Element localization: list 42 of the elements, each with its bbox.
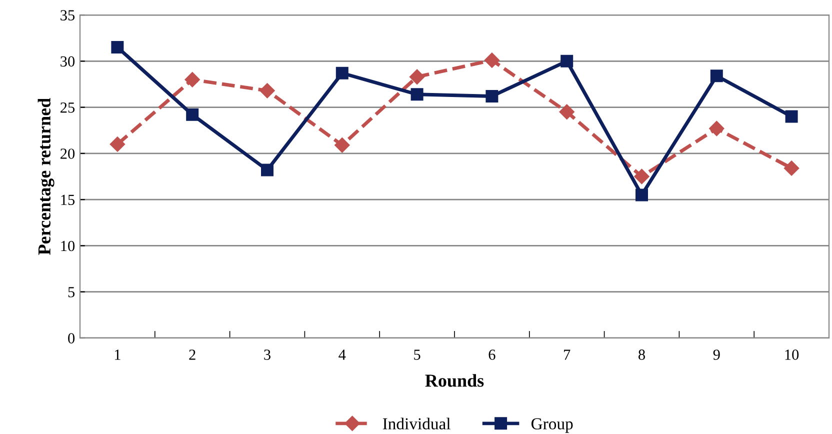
- x-tick-label: 9: [713, 350, 720, 360]
- point: [334, 138, 350, 153]
- point: [261, 164, 274, 176]
- point: [111, 41, 124, 54]
- point: [410, 88, 424, 101]
- point: [184, 72, 200, 88]
- x-tick-label: 10: [785, 350, 799, 360]
- point: [486, 90, 498, 102]
- x-tick-label: 2: [189, 350, 196, 360]
- x-tick-label: 8: [638, 350, 645, 360]
- legend-label: Group: [531, 418, 573, 433]
- x-tick-label: 7: [564, 350, 570, 360]
- point: [559, 104, 574, 120]
- x-tick-label: 3: [264, 350, 270, 360]
- point: [785, 110, 798, 123]
- point: [409, 69, 425, 84]
- point: [634, 168, 650, 184]
- y-tick-label: 25: [60, 102, 75, 113]
- point: [260, 83, 275, 98]
- y-tick-label: 15: [61, 194, 75, 206]
- x-tick-label: 4: [338, 350, 346, 360]
- point: [636, 188, 648, 202]
- point: [560, 54, 574, 68]
- x-tick-label: 5: [414, 350, 420, 360]
- point: [710, 70, 723, 82]
- y-tick-label: 0: [68, 333, 75, 344]
- point: [110, 136, 126, 152]
- y-axis-title: Percentage returned: [38, 98, 54, 255]
- legend-label: Individual: [382, 418, 450, 430]
- x-tick-label: 6: [488, 350, 496, 360]
- point: [709, 120, 724, 136]
- point: [186, 108, 199, 121]
- x-axis-title: Rounds: [425, 374, 484, 387]
- x-tick-label: 1: [114, 350, 120, 360]
- y-tick-label: 30: [60, 56, 75, 67]
- y-tick-label: 35: [60, 10, 75, 20]
- y-tick-label: 10: [61, 240, 75, 252]
- y-tick-label: 5: [68, 287, 75, 298]
- point: [484, 52, 500, 68]
- point: [336, 66, 348, 80]
- point: [784, 160, 800, 176]
- y-tick-label: 20: [60, 148, 75, 159]
